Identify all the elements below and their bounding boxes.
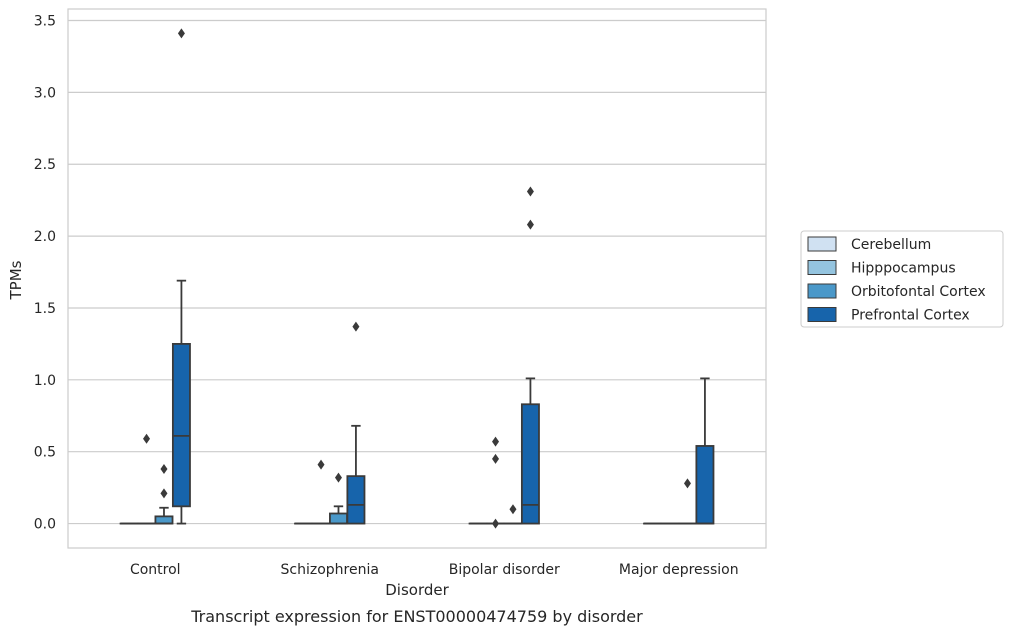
legend-swatch (808, 308, 836, 322)
x-tick-label: Schizophrenia (281, 562, 379, 578)
outlier-point (160, 464, 167, 474)
box-prefrontal-cortex (173, 28, 190, 523)
box-iqr (173, 344, 190, 506)
box-orbitofontal-cortex (504, 504, 521, 523)
outlier-point (492, 437, 499, 447)
chart-caption: Transcript expression for ENST0000047475… (190, 607, 643, 626)
y-axis-ticks: 0.0 0.5 1.0 1.5 2.0 2.5 3.0 3.5 (34, 13, 56, 532)
y-tick-label: 2.5 (34, 157, 56, 173)
outlier-point (178, 28, 185, 38)
x-tick-label: Control (130, 562, 181, 578)
y-tick-label: 3.5 (34, 13, 56, 29)
box-prefrontal-cortex (696, 378, 713, 523)
box-iqr (347, 476, 364, 523)
box-prefrontal-cortex (522, 187, 539, 524)
y-tick-label: 1.5 (34, 301, 56, 317)
legend-swatch (808, 284, 836, 298)
outlier-point (492, 519, 499, 529)
outlier-point (352, 322, 359, 332)
legend-label: Orbitofontal Cortex (851, 284, 986, 300)
y-tick-label: 3.0 (34, 85, 56, 101)
box-orbitofontal-cortex (330, 473, 347, 524)
outlier-point (160, 488, 167, 498)
box-hipppocampus (487, 437, 504, 529)
legend-label: Prefrontal Cortex (851, 308, 970, 324)
box-hipppocampus (312, 460, 329, 524)
y-tick-label: 0.5 (34, 445, 56, 461)
y-tick-label: 1.0 (34, 373, 56, 389)
outlier-point (143, 434, 150, 444)
x-axis-ticks: Control Schizophrenia Bipolar disorder Majo… (130, 562, 739, 578)
box-iqr (155, 516, 172, 523)
outlier-point (492, 454, 499, 464)
outlier-point (527, 187, 534, 197)
box-orbitofontal-cortex (679, 478, 696, 523)
legend-swatch (808, 237, 836, 251)
x-tick-label: Major depression (619, 562, 739, 578)
y-tick-label: 0.0 (34, 517, 56, 533)
box-orbitofontal-cortex (155, 464, 172, 524)
outlier-point (318, 460, 325, 470)
x-tick-label: Bipolar disorder (449, 562, 560, 578)
outlier-point (335, 473, 342, 483)
legend-label: Cerebellum (851, 237, 931, 253)
box-prefrontal-cortex (347, 322, 364, 524)
outlier-point (684, 478, 691, 488)
box-iqr (330, 514, 347, 524)
legend-swatch (808, 261, 836, 275)
outlier-point (509, 504, 516, 514)
box-iqr (696, 446, 713, 524)
legend-label: Hipppocampus (851, 261, 956, 277)
legend: Cerebellum Hipppocampus Orbitofontal Corte… (801, 231, 1003, 327)
box-hipppocampus (138, 434, 155, 524)
y-tick-label: 2.0 (34, 229, 56, 245)
x-axis-label: Disorder (385, 581, 449, 599)
y-axis-label: TPMs (7, 260, 25, 300)
outlier-point (527, 220, 534, 230)
box-layer (121, 28, 714, 528)
